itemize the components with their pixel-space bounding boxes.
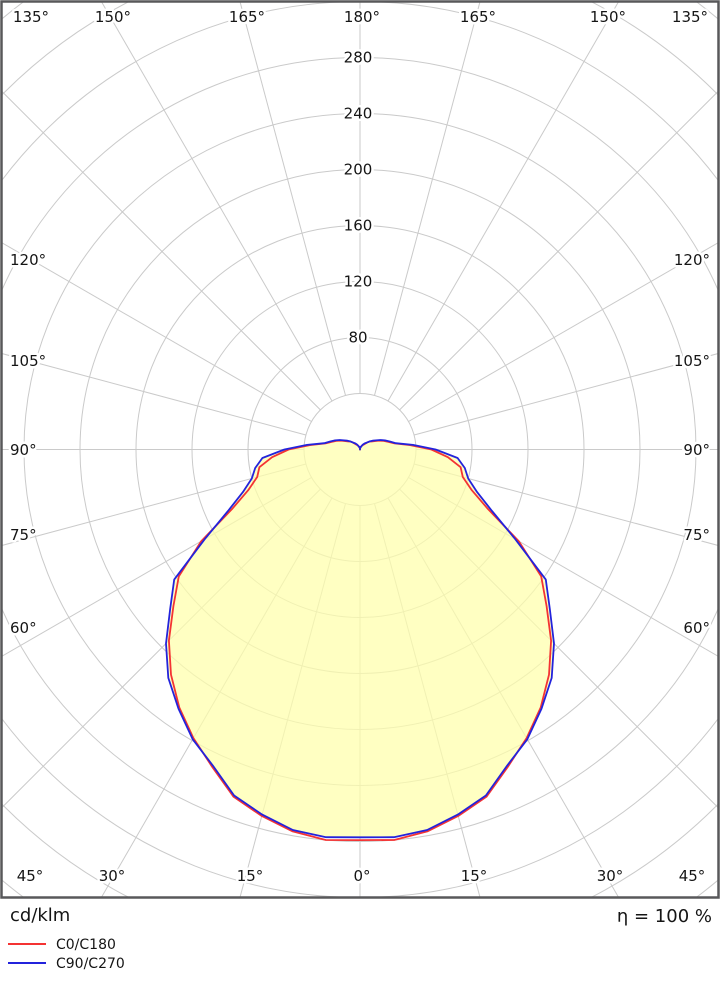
angle-label-right: 120° (674, 251, 710, 269)
angle-label-left: 75° (10, 526, 37, 544)
angle-label-right: 105° (674, 352, 710, 370)
legend: C0/C180 C90/C270 (8, 937, 125, 972)
angle-label-top: 135° (672, 8, 708, 26)
angle-label-top: 165° (229, 8, 265, 26)
angle-label-bottom: 15° (237, 867, 264, 885)
angle-label-right: 60° (683, 619, 710, 637)
angle-label-bottom: 30° (597, 867, 624, 885)
grid-ray (387, 2, 619, 402)
angle-label-bottom: 45° (679, 867, 706, 885)
angle-label-left: 120° (10, 251, 46, 269)
angle-label-right: 90° (683, 441, 710, 459)
efficiency-label: η = 100 % (617, 906, 712, 927)
light-distribution-fill (166, 440, 554, 838)
angle-label-top: 135° (13, 8, 49, 26)
grid-ray (408, 242, 718, 422)
angle-label-left: 90° (10, 441, 37, 459)
radial-tick-label: 160 (344, 217, 373, 235)
grid-ray (239, 2, 346, 396)
angle-label-bottom: 30° (99, 867, 126, 885)
angle-label-top: 165° (460, 8, 496, 26)
grid-ray (413, 353, 718, 436)
angle-label-left: 60° (10, 619, 37, 637)
axis-labels: 135° 150° 165° 180° 165° 150° 135° 120° 105° 90° 7… (8, 6, 713, 888)
angle-label-top: 150° (95, 8, 131, 26)
grid-ray (399, 90, 718, 411)
grid-ray (374, 2, 481, 396)
legend-label-c90: C90/C270 (56, 956, 125, 972)
radial-tick-label: 120 (344, 273, 373, 291)
grid-ray (2, 463, 307, 546)
grid-ray (2, 90, 321, 411)
radial-tick-label: 240 (344, 105, 373, 123)
angle-label-top: 150° (590, 8, 626, 26)
radial-tick-label: 200 (344, 161, 373, 179)
grid-ray (2, 353, 307, 436)
unit-label: cd/klm (10, 905, 70, 926)
angle-label-bottom: 45° (17, 867, 44, 885)
radial-tick-label: 80 (348, 329, 367, 347)
angle-label-bottom: 0° (353, 867, 370, 885)
grid-ray (101, 2, 333, 402)
angle-label-left: 105° (10, 352, 46, 370)
distribution-curves (165, 439, 555, 841)
angle-label-bottom: 15° (461, 867, 488, 885)
legend-label-c0: C0/C180 (56, 937, 116, 953)
grid-ray (2, 242, 312, 422)
radial-tick-label: 280 (344, 49, 373, 67)
angle-label-top: 180° (344, 8, 380, 26)
grid-ray (413, 463, 718, 546)
plot-frame (0, 0, 720, 899)
curve-c90-c270 (165, 439, 555, 839)
angle-label-right: 75° (683, 526, 710, 544)
